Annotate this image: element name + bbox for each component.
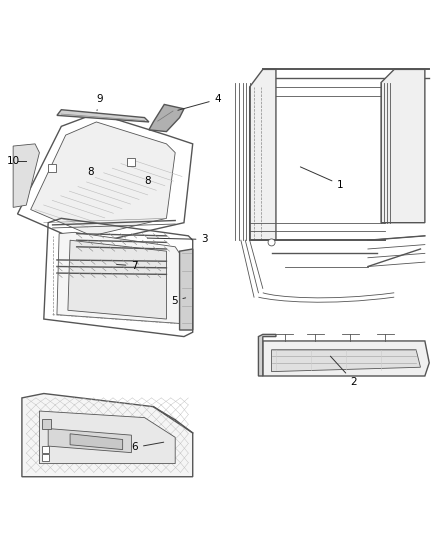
Polygon shape — [70, 434, 123, 449]
Text: 9: 9 — [96, 94, 103, 110]
Polygon shape — [272, 350, 420, 372]
Polygon shape — [263, 341, 429, 376]
Text: 7: 7 — [117, 261, 138, 271]
Text: 4: 4 — [178, 94, 221, 110]
Polygon shape — [57, 110, 149, 122]
Polygon shape — [258, 334, 276, 376]
Text: 6: 6 — [131, 442, 164, 453]
Text: 8: 8 — [145, 176, 151, 186]
Text: 10: 10 — [7, 156, 20, 166]
Text: 1: 1 — [300, 167, 344, 190]
Polygon shape — [48, 429, 131, 453]
Text: 8: 8 — [88, 167, 94, 177]
Text: 2: 2 — [330, 356, 357, 387]
Polygon shape — [31, 122, 175, 236]
Polygon shape — [180, 249, 193, 330]
Polygon shape — [250, 69, 276, 240]
Polygon shape — [381, 69, 425, 223]
Polygon shape — [22, 393, 193, 477]
Polygon shape — [149, 104, 184, 132]
Polygon shape — [13, 144, 39, 207]
Text: 5: 5 — [171, 296, 186, 306]
Polygon shape — [39, 411, 175, 464]
Circle shape — [268, 239, 275, 246]
Bar — [42, 455, 49, 462]
Bar — [42, 446, 49, 453]
Polygon shape — [68, 240, 166, 319]
Text: 3: 3 — [147, 235, 208, 245]
Polygon shape — [57, 232, 180, 324]
Bar — [127, 158, 135, 166]
Bar — [42, 419, 51, 429]
Bar — [48, 165, 56, 172]
